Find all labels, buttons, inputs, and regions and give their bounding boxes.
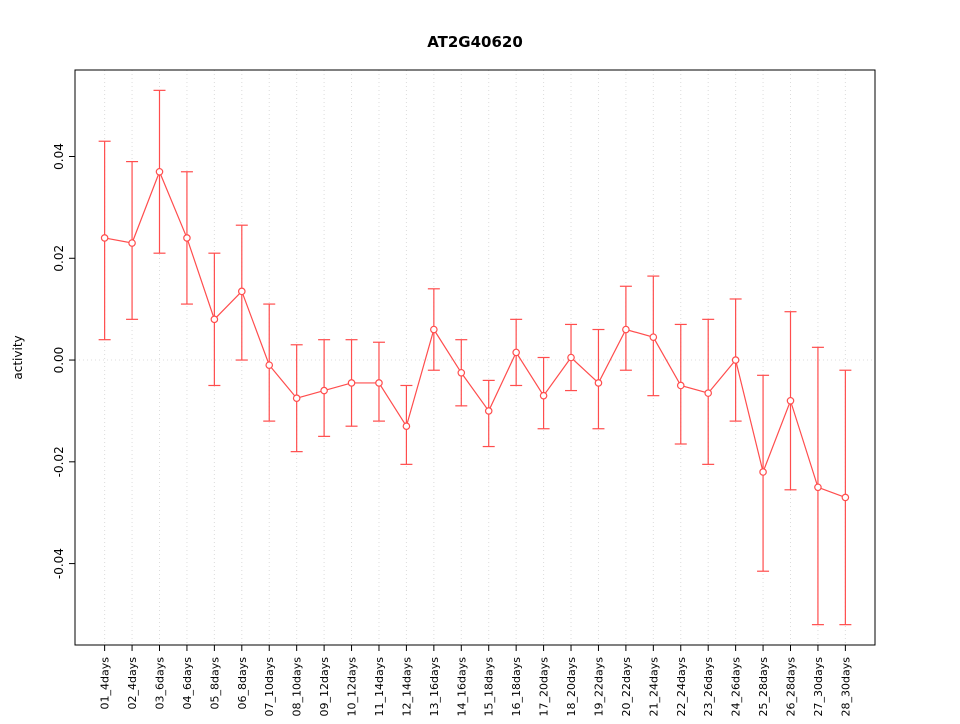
- data-point: [512, 348, 520, 357]
- data-point: [704, 389, 712, 397]
- x-tick-label: 03_6days: [153, 657, 166, 710]
- x-tick-label: 23_26days: [702, 657, 715, 717]
- data-point: [375, 379, 383, 387]
- data-point: [539, 391, 548, 400]
- data-point: [594, 379, 603, 387]
- x-tick-label: 11_14days: [373, 657, 386, 717]
- x-tick-label: 05_8days: [208, 657, 221, 710]
- data-point: [128, 239, 136, 247]
- data-point: [731, 356, 740, 364]
- x-tick-label: 28_30days: [839, 657, 852, 717]
- chart-title: AT2G40620: [427, 33, 523, 51]
- x-tick-label: 21_24days: [647, 657, 660, 717]
- x-tick-label: 13_16days: [428, 657, 441, 717]
- data-point: [183, 234, 191, 242]
- data-point: [622, 325, 630, 334]
- x-tick-label: 20_22days: [620, 657, 633, 717]
- x-tick-label: 24_26days: [730, 657, 743, 717]
- x-tick-label: 12_14days: [400, 657, 413, 717]
- data-point: [402, 422, 411, 430]
- data-point: [457, 368, 466, 377]
- x-tick-label: 01_4days: [99, 657, 112, 710]
- x-tick-label: 08_10days: [291, 657, 304, 717]
- data-point: [567, 353, 575, 362]
- data-point: [347, 379, 356, 387]
- x-tick-label: 26_28days: [785, 657, 798, 717]
- x-tick-label: 19_22days: [592, 657, 605, 717]
- data-point: [649, 333, 658, 341]
- x-tick-label: 25_28days: [757, 657, 770, 717]
- data-point: [238, 287, 246, 296]
- series-line: [104, 170, 846, 498]
- data-point: [292, 394, 301, 403]
- x-tick-label: 16_18days: [510, 657, 523, 717]
- y-tick-label: 0.00: [52, 347, 66, 374]
- x-tick-label: 27_30days: [812, 657, 825, 717]
- data-point: [814, 483, 822, 492]
- data-point: [484, 407, 493, 415]
- y-axis-label: activity: [11, 335, 25, 379]
- data-point: [786, 396, 795, 405]
- x-tick-label: 09_12days: [318, 657, 331, 717]
- data-point: [155, 167, 164, 176]
- x-tick-label: 22_24days: [675, 657, 688, 717]
- data-point: [320, 386, 328, 395]
- data-point: [265, 361, 274, 369]
- data-point: [759, 468, 767, 476]
- x-tick-label: 10_12days: [346, 657, 359, 717]
- x-tick-label: 06_8days: [236, 657, 249, 710]
- x-tick-label: 04_6days: [181, 657, 194, 710]
- data-point: [100, 234, 109, 242]
- x-tick-label: 17_20days: [538, 657, 551, 717]
- data-point: [676, 381, 685, 390]
- x-tick-label: 15_18days: [483, 657, 496, 717]
- x-tick-label: 18_20days: [565, 657, 578, 717]
- plot-box: [74, 69, 876, 646]
- data-point: [841, 493, 850, 502]
- x-tick-label: 02_4days: [126, 657, 139, 710]
- data-point: [210, 315, 219, 324]
- x-tick-label: 07_10days: [263, 657, 276, 717]
- x-tick-label: 14_16days: [455, 657, 468, 717]
- y-tick-label: 0.04: [52, 143, 66, 170]
- y-tick-label: -0.02: [52, 446, 66, 477]
- y-tick-label: 0.02: [52, 245, 66, 272]
- data-point: [430, 325, 438, 334]
- y-tick-label: -0.04: [52, 548, 66, 579]
